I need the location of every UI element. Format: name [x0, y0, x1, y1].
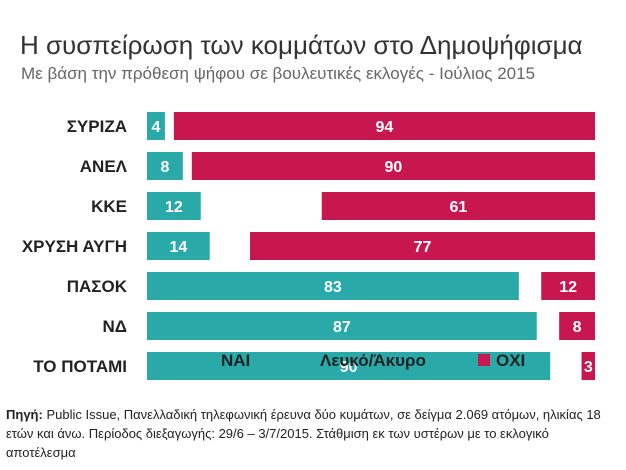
bar-ναι-1 [147, 112, 165, 140]
bar-ναι-2 [147, 152, 183, 180]
category-label: ΚΚΕ [91, 197, 127, 216]
bar-οχι-6 [559, 312, 595, 340]
bar-οχι-7 [581, 352, 595, 380]
bar-ναι-3 [147, 192, 201, 220]
bar-οχι-2 [191, 152, 596, 180]
bar-οχι-4 [250, 232, 596, 260]
data-label: 77 [414, 239, 432, 256]
chart-subtitle: Με βάση την πρόθεση ψήφου σε βουλευτικές… [21, 64, 536, 83]
legend-label: ΝΑΙ [221, 351, 250, 370]
legend-label: Λευκό/Άκυρο [320, 351, 426, 370]
data-label: 83 [324, 279, 342, 296]
category-label: ΤΟ ΠΟΤΑΜΙ [33, 357, 127, 376]
bar-οχι-5 [541, 272, 595, 300]
category-label: ΧΡΥΣΗ ΑΥΓΗ [22, 237, 127, 256]
category-label: ΑΝΕΛ [80, 157, 128, 176]
legend-label: ΟΧΙ [496, 351, 525, 370]
data-label: 3 [584, 359, 593, 376]
data-label: 8 [573, 319, 582, 336]
stacked-bar-chart: ΣΥΡΙΖΑ 4 94 ΑΝΕΛ 8 90 ΚΚΕ 12 61 ΧΡΥΣΗ ΑΥΓΗ 14 77 ΠΑΣ… [22, 112, 596, 380]
bar-οχι-3 [321, 192, 595, 220]
data-label: 61 [449, 199, 467, 216]
data-label: 94 [376, 119, 394, 136]
data-label: 87 [333, 319, 351, 336]
data-label: 12 [559, 279, 577, 296]
data-label: 90 [340, 359, 358, 376]
source-label: Πηγή: [6, 407, 43, 422]
legend-swatch [478, 354, 490, 366]
category-label: ΝΔ [103, 317, 128, 336]
bar-ναι-6 [147, 312, 537, 340]
category-label: ΠΑΣΟΚ [67, 277, 128, 296]
data-label: 90 [385, 159, 403, 176]
legend-swatch [203, 354, 215, 366]
bar-οχι-1 [173, 112, 595, 140]
data-label: 14 [169, 239, 187, 256]
data-label: 4 [152, 119, 161, 136]
category-label: ΣΥΡΙΖΑ [67, 117, 127, 136]
bar-ναι-4 [147, 232, 210, 260]
source-note: Πηγή: Public Issue, Πανελλαδική τηλεφωνι… [6, 405, 618, 462]
chart-title: Η συσπείρωση των κομμάτων στο Δημοψήφισμ… [20, 30, 583, 60]
data-label: 12 [165, 199, 183, 216]
bar-ναι-5 [147, 272, 519, 300]
source-text: Public Issue, Πανελλαδική τηλεφωνική έρε… [6, 407, 601, 460]
data-label: 8 [160, 159, 169, 176]
